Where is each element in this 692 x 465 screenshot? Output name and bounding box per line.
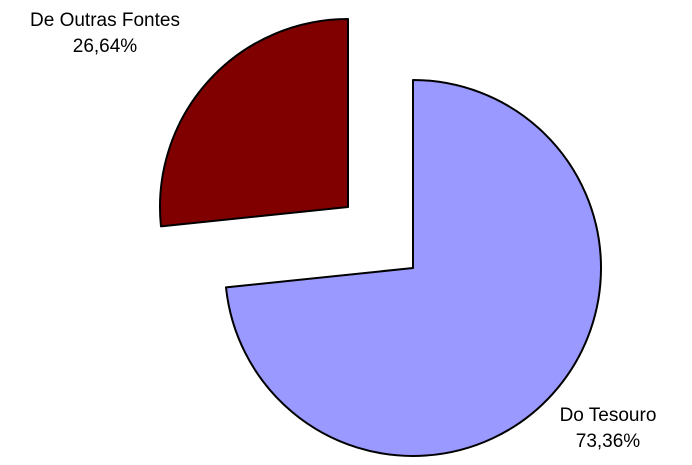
slice-percent-do-tesouro: 73,36% [575,431,641,452]
slice-name-de-outras-fontes: De Outras Fontes [30,10,180,31]
slice-percent-de-outras-fontes: 26,64% [72,36,138,57]
slice-label-do-tesouro: Do Tesouro 73,36% [528,403,688,455]
pie-slice-de-outras-fontes [159,18,349,228]
pie-slice-do-tesouro [225,79,602,457]
slice-label-de-outras-fontes: De Outras Fontes 26,64% [0,8,210,60]
slice-name-do-tesouro: Do Tesouro [559,405,657,426]
